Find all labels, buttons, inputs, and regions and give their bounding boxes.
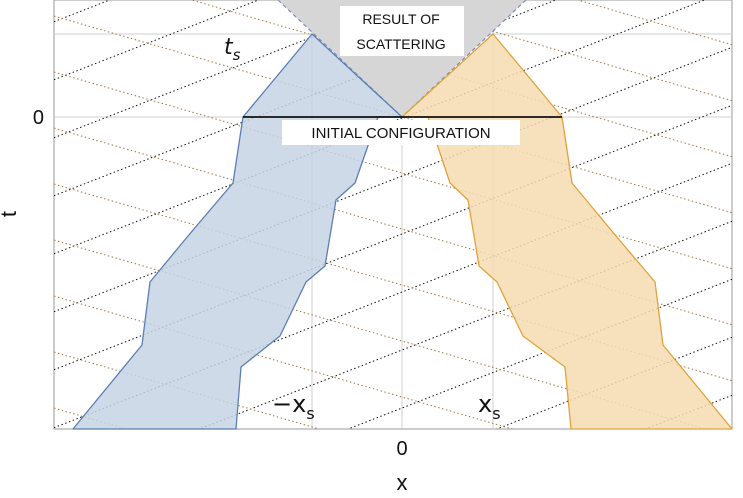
brown-characteristic-line (53, 71, 733, 270)
black-characteristic-line (347, 278, 733, 430)
plot-frame (53, 0, 733, 430)
brown-characteristic-line (53, 407, 127, 430)
xs-label: xs (478, 390, 501, 423)
result-label-line1: RESULT OF (362, 11, 439, 27)
initial-configuration-label: INITIAL CONFIGURATION (311, 125, 490, 142)
result-label-line2: SCATTERING (356, 36, 445, 52)
x-zero-tick: 0 (396, 438, 407, 460)
ts-label: ts (224, 35, 241, 64)
result-label-bg (340, 6, 464, 56)
x-axis-label: x (397, 470, 408, 495)
t-zero-tick: 0 (33, 107, 44, 129)
left-wave-packet (72, 33, 403, 430)
neg-xs-label: −xs (272, 390, 315, 423)
black-characteristic-line (53, 0, 259, 81)
t-axis-label: t (0, 211, 21, 217)
brown-characteristic-line (577, 0, 733, 46)
initial-label-bg (282, 120, 520, 145)
black-characteristic-line (199, 220, 733, 430)
right-wave-packet (401, 33, 733, 430)
